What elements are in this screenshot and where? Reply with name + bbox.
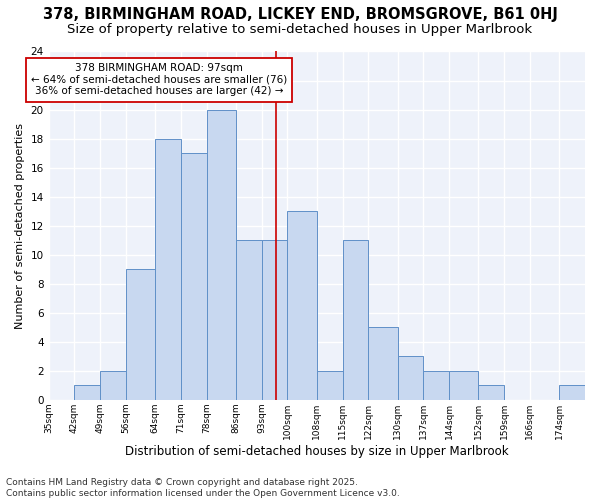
Text: Contains HM Land Registry data © Crown copyright and database right 2025.
Contai: Contains HM Land Registry data © Crown c… [6,478,400,498]
Bar [100,371,126,400]
Bar [74,386,100,400]
Bar [317,371,343,400]
Bar [206,110,236,400]
X-axis label: Distribution of semi-detached houses by size in Upper Marlbrook: Distribution of semi-detached houses by … [125,444,509,458]
Text: Size of property relative to semi-detached houses in Upper Marlbrook: Size of property relative to semi-detach… [67,22,533,36]
Bar [181,153,206,400]
Text: 378 BIRMINGHAM ROAD: 97sqm
← 64% of semi-detached houses are smaller (76)
36% of: 378 BIRMINGHAM ROAD: 97sqm ← 64% of semi… [31,63,287,96]
Text: 378, BIRMINGHAM ROAD, LICKEY END, BROMSGROVE, B61 0HJ: 378, BIRMINGHAM ROAD, LICKEY END, BROMSG… [43,8,557,22]
Bar [155,138,181,400]
Bar [559,386,585,400]
Bar [343,240,368,400]
Bar [126,269,155,400]
Bar [236,240,262,400]
Bar [262,240,287,400]
Bar [478,386,504,400]
Bar [449,371,478,400]
Y-axis label: Number of semi-detached properties: Number of semi-detached properties [15,122,25,328]
Bar [287,211,317,400]
Bar [368,327,398,400]
Bar [398,356,424,400]
Bar [424,371,449,400]
